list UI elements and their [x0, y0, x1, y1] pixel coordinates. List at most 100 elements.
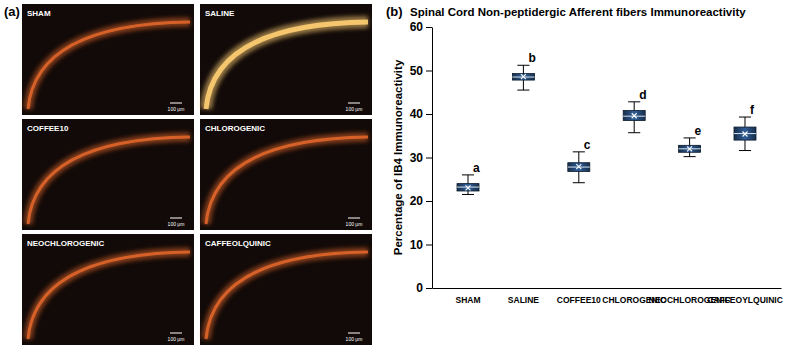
fiber-band: [28, 137, 190, 224]
micrograph-background: [22, 4, 194, 115]
panel-label: (b): [386, 4, 403, 19]
box: [457, 184, 479, 191]
x-tick-label: COFFEE10: [557, 295, 601, 305]
scale-bar: [348, 218, 360, 219]
box-group: [734, 117, 756, 150]
box: [512, 74, 534, 81]
micrograph: CAFFEOLQUINIC 100 µm: [200, 234, 372, 345]
mean-marker: [466, 185, 471, 190]
boxes: [457, 65, 756, 194]
scale-bar: [348, 333, 360, 334]
significance-letter: c: [584, 138, 591, 152]
y-tick-label: 40: [410, 107, 424, 121]
significance-letter: e: [695, 124, 702, 138]
y-tick-label: 30: [410, 151, 424, 165]
whisker-cap-min: [739, 150, 751, 151]
micrograph: CHLOROGENIC 100 µm: [200, 119, 372, 230]
micrograph-label: CHLOROGENIC: [205, 124, 265, 133]
scale-bar: [170, 333, 182, 334]
significance-letter: f: [750, 103, 755, 117]
scale-bar-label: 100 µm: [346, 106, 363, 112]
micrograph: NEOCHLOROGENIC 100 µm: [22, 234, 194, 345]
x-tick: COFFEE10: [557, 288, 601, 305]
scale-bar-label: 100 µm: [346, 336, 363, 342]
box: [679, 145, 701, 152]
scale-bar-label: 100 µm: [168, 106, 185, 112]
y-tick-label: 60: [410, 20, 424, 34]
y-tick-label: 10: [410, 238, 424, 252]
x-tick: SALINE: [508, 288, 540, 305]
plot: 0102030405060SHAMSALINECOFFEE10CHLOROGEN…: [410, 20, 783, 305]
fiber-band: [28, 252, 190, 339]
whisker-cap-min: [684, 156, 696, 157]
micrograph-background: [22, 119, 194, 230]
scale-bar: [170, 218, 182, 219]
whisker-cap-min: [628, 132, 640, 133]
micrograph-label: SHAM: [27, 9, 51, 18]
whisker-cap-min: [573, 182, 585, 183]
micrograph-background: [200, 4, 372, 115]
y-tick-mark: [426, 245, 432, 246]
x-tick-label: SHAM: [455, 295, 480, 305]
y-axis: 0102030405060: [410, 20, 433, 295]
scale-bar-label: 100 µm: [346, 221, 363, 227]
fiber-band: [28, 22, 190, 109]
y-tick: 20: [410, 194, 432, 208]
micrograph-label: SALINE: [205, 9, 235, 18]
mean-marker: [521, 74, 526, 79]
box-group: [568, 152, 590, 183]
box-group: [512, 65, 534, 90]
chart-title: Spinal Cord Non-peptidergic Afferent fib…: [410, 6, 746, 18]
scale-bar: [170, 103, 182, 104]
x-axis: SHAMSALINECOFFEE10CHLOROGENICNEOCHLOROGE…: [433, 288, 783, 305]
mean-marker: [687, 146, 692, 151]
y-tick: 60: [410, 20, 432, 34]
y-tick-mark: [426, 114, 432, 115]
y-tick-label: 50: [410, 64, 424, 78]
micrograph-label: COFFEE10: [27, 124, 69, 133]
x-tick: SHAM: [455, 288, 480, 305]
significance-letter: b: [528, 51, 535, 65]
y-tick: 50: [410, 64, 432, 78]
significance-letter: d: [639, 88, 646, 102]
annotations: abcdef: [473, 51, 755, 175]
scale-bar-label: 100 µm: [168, 336, 185, 342]
y-tick-mark: [426, 71, 432, 72]
box: [623, 111, 645, 121]
box: [568, 163, 590, 172]
y-tick-mark: [426, 27, 432, 28]
micrograph: SALINE 100 µm: [200, 4, 372, 115]
micrograph: SHAM 100 µm: [22, 4, 194, 115]
mean-marker: [576, 164, 581, 169]
fiber-glow: [28, 137, 190, 224]
micrograph-background: [200, 119, 372, 230]
scale-bar: [348, 103, 360, 104]
x-axis-line: [433, 288, 782, 289]
y-axis-title: Percentage of IB4 Immunoreactivity: [392, 59, 404, 255]
scale-bar-label: 100 µm: [168, 221, 185, 227]
y-tick-mark: [426, 288, 432, 289]
whisker-cap-min: [462, 194, 474, 195]
figure: (a)SHAM100 µmSALINE100 µmCOFFEE10100 µmC…: [0, 0, 787, 357]
micrograph-label: CAFFEOLQUINIC: [205, 239, 271, 248]
y-tick: 30: [410, 151, 432, 165]
box-group: [457, 175, 479, 195]
y-axis-line: [432, 28, 433, 289]
fiber-band: [206, 252, 368, 339]
mean-marker: [742, 132, 747, 137]
micrograph-label: NEOCHLOROGENIC: [27, 239, 105, 248]
fiber-glow: [206, 252, 368, 339]
y-tick: 40: [410, 107, 432, 121]
mean-marker: [632, 113, 637, 118]
y-tick-mark: [426, 201, 432, 202]
x-tick-label: CAFFEOYLQUINIC: [707, 295, 783, 305]
x-tick-label: SALINE: [508, 295, 540, 305]
fiber-glow: [206, 137, 368, 224]
fiber-glow: [28, 252, 190, 339]
y-tick-label: 20: [410, 194, 424, 208]
box-group: [679, 138, 701, 157]
box: [734, 127, 756, 140]
whisker-cap-min: [517, 90, 529, 91]
panel-label: (a): [4, 4, 20, 19]
micrograph-background: [200, 234, 372, 345]
